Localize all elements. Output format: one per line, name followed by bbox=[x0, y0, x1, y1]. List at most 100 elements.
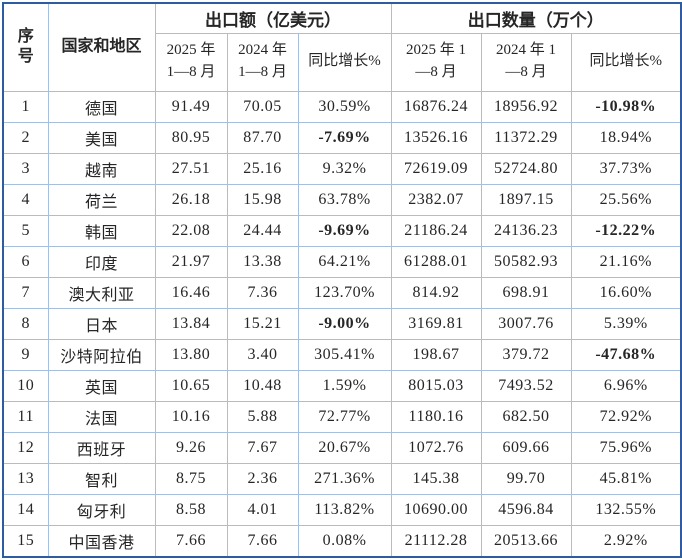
cell-qty-2024: 20513.66 bbox=[480, 525, 572, 558]
cell-amount-2025: 7.66 bbox=[154, 525, 228, 558]
cell-qty-2025: 61288.01 bbox=[390, 245, 482, 278]
cell-amount-growth: 271.36% bbox=[297, 463, 392, 496]
cell-amount-growth: 123.70% bbox=[297, 276, 392, 309]
cell-qty-2024: 11372.29 bbox=[480, 121, 572, 154]
table-row: 4 荷兰 26.18 15.98 63.78% 2382.07 1897.15 25.56% bbox=[2, 183, 682, 216]
header-qty-2025-line1: 2025 年 1 bbox=[405, 42, 466, 59]
cell-amount-2024: 7.66 bbox=[226, 525, 299, 558]
cell-amount-2025: 16.46 bbox=[154, 276, 228, 309]
cell-qty-2025: 814.92 bbox=[390, 276, 482, 309]
header-qty-2025: 2025 年 1 —8 月 bbox=[390, 32, 482, 92]
cell-seq: 11 bbox=[2, 401, 49, 434]
cell-seq: 10 bbox=[2, 370, 49, 403]
cell-qty-growth: 5.39% bbox=[570, 307, 682, 341]
cell-qty-2025: 21186.24 bbox=[390, 214, 482, 247]
cell-qty-2024: 3007.76 bbox=[480, 307, 572, 341]
cell-amount-2025: 10.65 bbox=[154, 370, 228, 403]
table-row: 6 印度 21.97 13.38 64.21% 61288.01 50582.93 21.16… bbox=[2, 245, 682, 278]
table-row: 2 美国 80.95 87.70 -7.69% 13526.16 11372.29 18.94… bbox=[2, 121, 682, 154]
header-amount-2024-line2: 1—8 月 bbox=[238, 64, 287, 80]
cell-amount-2025: 10.16 bbox=[154, 401, 228, 434]
table-row: 12 西班牙 9.26 7.67 20.67% 1072.76 609.66 75.96% bbox=[2, 432, 682, 465]
cell-amount-2025: 8.75 bbox=[154, 463, 228, 496]
cell-amount-2025: 8.58 bbox=[154, 494, 228, 527]
header-country: 国家和地区 bbox=[47, 2, 156, 92]
cell-amount-2025: 80.95 bbox=[154, 121, 228, 154]
table-body: 1 德国 91.49 70.05 30.59% 16876.24 18956.92 -10.9… bbox=[2, 90, 682, 558]
header-qty-2024-line2: —8 月 bbox=[505, 64, 547, 80]
cell-qty-growth: 18.94% bbox=[570, 121, 682, 154]
cell-country: 日本 bbox=[47, 307, 156, 341]
table-row: 1 德国 91.49 70.05 30.59% 16876.24 18956.92 -10.9… bbox=[2, 90, 682, 123]
cell-amount-growth: 20.67% bbox=[297, 432, 392, 465]
cell-country: 荷兰 bbox=[47, 183, 156, 216]
cell-seq: 14 bbox=[2, 494, 49, 527]
cell-qty-2024: 52724.80 bbox=[480, 152, 572, 185]
cell-qty-growth: 37.73% bbox=[570, 152, 682, 185]
cell-seq: 3 bbox=[2, 152, 49, 185]
cell-amount-2025: 13.84 bbox=[154, 307, 228, 341]
cell-qty-growth: 16.60% bbox=[570, 276, 682, 309]
cell-seq: 2 bbox=[2, 121, 49, 154]
cell-amount-2024: 25.16 bbox=[226, 152, 299, 185]
cell-amount-2024: 7.36 bbox=[226, 276, 299, 309]
cell-qty-growth: 25.56% bbox=[570, 183, 682, 216]
header-amount-2024: 2024 年 1—8 月 bbox=[226, 32, 299, 92]
cell-country: 美国 bbox=[47, 121, 156, 154]
cell-country: 中国香港 bbox=[47, 525, 156, 558]
cell-qty-2025: 1180.16 bbox=[390, 401, 482, 434]
cell-amount-growth: -7.69% bbox=[297, 121, 392, 154]
cell-country: 澳大利亚 bbox=[47, 276, 156, 309]
header-seq-line2: 号 bbox=[17, 48, 34, 66]
cell-country: 西班牙 bbox=[47, 432, 156, 465]
cell-qty-2024: 698.91 bbox=[480, 276, 572, 309]
cell-seq: 8 bbox=[2, 307, 49, 341]
cell-qty-growth: -47.68% bbox=[570, 338, 682, 372]
cell-amount-growth: 113.82% bbox=[297, 494, 392, 527]
header-qty-group: 出口数量（万个） bbox=[390, 2, 682, 34]
cell-amount-2024: 15.98 bbox=[226, 183, 299, 216]
cell-amount-2025: 21.97 bbox=[154, 245, 228, 278]
cell-amount-growth: 30.59% bbox=[297, 90, 392, 123]
cell-country: 智利 bbox=[47, 463, 156, 496]
cell-qty-2024: 4596.84 bbox=[480, 494, 572, 527]
header-seq-line1: 序 bbox=[17, 28, 34, 46]
header-qty-2024: 2024 年 1 —8 月 bbox=[480, 32, 572, 92]
table-row: 3 越南 27.51 25.16 9.32% 72619.09 52724.80 37.73% bbox=[2, 152, 682, 185]
cell-seq: 9 bbox=[2, 338, 49, 372]
cell-qty-2025: 3169.81 bbox=[390, 307, 482, 341]
cell-amount-2025: 13.80 bbox=[154, 338, 228, 372]
cell-seq: 12 bbox=[2, 432, 49, 465]
cell-country: 英国 bbox=[47, 370, 156, 403]
cell-amount-2024: 70.05 bbox=[226, 90, 299, 123]
cell-seq: 6 bbox=[2, 245, 49, 278]
cell-amount-2025: 27.51 bbox=[154, 152, 228, 185]
cell-amount-growth: -9.69% bbox=[297, 214, 392, 247]
cell-amount-growth: 9.32% bbox=[297, 152, 392, 185]
cell-seq: 5 bbox=[2, 214, 49, 247]
cell-qty-growth: 75.96% bbox=[570, 432, 682, 465]
cell-qty-2025: 198.67 bbox=[390, 338, 482, 372]
cell-amount-2025: 26.18 bbox=[154, 183, 228, 216]
cell-amount-2024: 3.40 bbox=[226, 338, 299, 372]
cell-amount-2024: 5.88 bbox=[226, 401, 299, 434]
header-amount-2024-line1: 2024 年 bbox=[238, 42, 287, 59]
cell-qty-2024: 50582.93 bbox=[480, 245, 572, 278]
cell-qty-2024: 24136.23 bbox=[480, 214, 572, 247]
table-row: 13 智利 8.75 2.36 271.36% 145.38 99.70 45.81% bbox=[2, 463, 682, 496]
header-seq: 序号 bbox=[2, 2, 49, 92]
header-group-row: 序号 国家和地区 出口额（亿美元） 出口数量（万个） bbox=[2, 2, 682, 92]
table-row: 15 中国香港 7.66 7.66 0.08% 21112.28 20513.66 2.92% bbox=[2, 525, 682, 558]
cell-qty-growth: 2.92% bbox=[570, 525, 682, 558]
cell-country: 法国 bbox=[47, 401, 156, 434]
cell-qty-2024: 609.66 bbox=[480, 432, 572, 465]
cell-qty-2025: 13526.16 bbox=[390, 121, 482, 154]
header-amount-2025-line2: 1—8 月 bbox=[166, 64, 216, 80]
cell-country: 匈牙利 bbox=[47, 494, 156, 527]
cell-country: 印度 bbox=[47, 245, 156, 278]
cell-qty-2024: 99.70 bbox=[480, 463, 572, 496]
cell-qty-2025: 72619.09 bbox=[390, 152, 482, 185]
header-amount-growth: 同比增长% bbox=[297, 32, 392, 92]
cell-qty-2025: 2382.07 bbox=[390, 183, 482, 216]
